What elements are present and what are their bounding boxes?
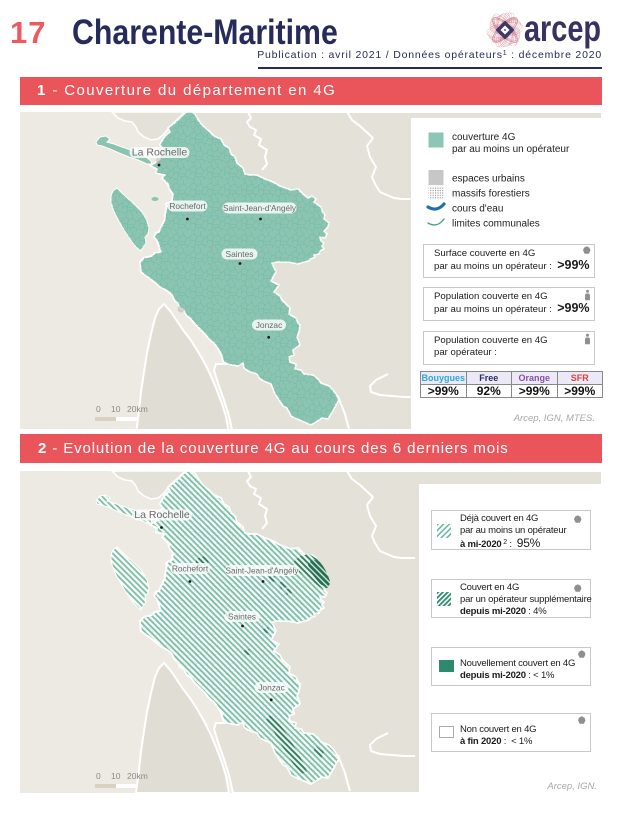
svg-text:limites communales: limites communales xyxy=(452,219,540,230)
svg-text:20km: 20km xyxy=(127,404,148,414)
svg-text:10: 10 xyxy=(111,771,121,781)
svg-text:20km: 20km xyxy=(127,771,148,781)
svg-text:Saintes: Saintes xyxy=(226,249,254,259)
svg-text:La Rochelle: La Rochelle xyxy=(134,509,190,521)
svg-text:Saint-Jean-d'Angély: Saint-Jean-d'Angély xyxy=(223,204,297,213)
svg-text:10: 10 xyxy=(111,404,121,414)
svg-text:Jonzac: Jonzac xyxy=(256,320,283,330)
svg-text:Jonzac: Jonzac xyxy=(258,683,285,693)
svg-text:massifs forestiers: massifs forestiers xyxy=(452,189,530,200)
svg-text:Saint-Jean-d'Angély: Saint-Jean-d'Angély xyxy=(225,567,299,576)
svg-text:0: 0 xyxy=(96,404,101,414)
svg-text:Rochefort: Rochefort xyxy=(172,564,209,574)
svg-text:Saintes: Saintes xyxy=(228,612,256,622)
svg-text:par au moins un opérateur: par au moins un opérateur xyxy=(452,144,570,155)
svg-text:La Rochelle: La Rochelle xyxy=(132,147,188,159)
svg-text:arcep: arcep xyxy=(524,8,601,49)
svg-text:couverture 4G: couverture 4G xyxy=(452,132,516,143)
svg-text:0: 0 xyxy=(96,771,101,781)
svg-text:cours d'eau: cours d'eau xyxy=(452,204,503,215)
svg-text:espaces urbains: espaces urbains xyxy=(452,174,525,185)
svg-text:Rochefort: Rochefort xyxy=(169,201,206,211)
